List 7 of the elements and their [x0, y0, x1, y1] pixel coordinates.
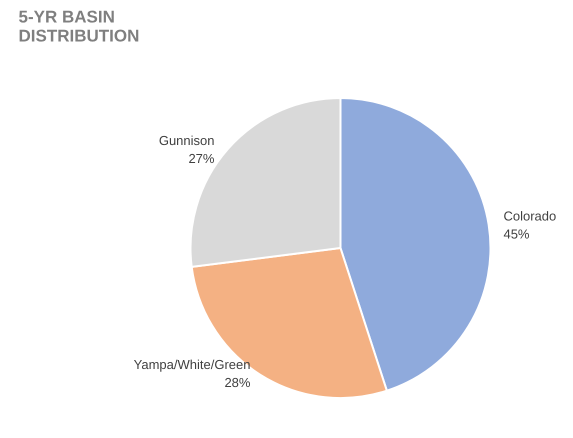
data-label: 28% — [224, 375, 251, 390]
chart-title: 5-YR BASIN DISTRIBUTION — [18, 8, 140, 46]
slice-label: Colorado — [503, 208, 556, 224]
data-label: 45% — [503, 226, 530, 242]
slice-label: Yampa/White/Green — [134, 357, 250, 372]
data-label: 27% — [188, 151, 215, 166]
slice-label: Gunnison — [158, 133, 214, 148]
